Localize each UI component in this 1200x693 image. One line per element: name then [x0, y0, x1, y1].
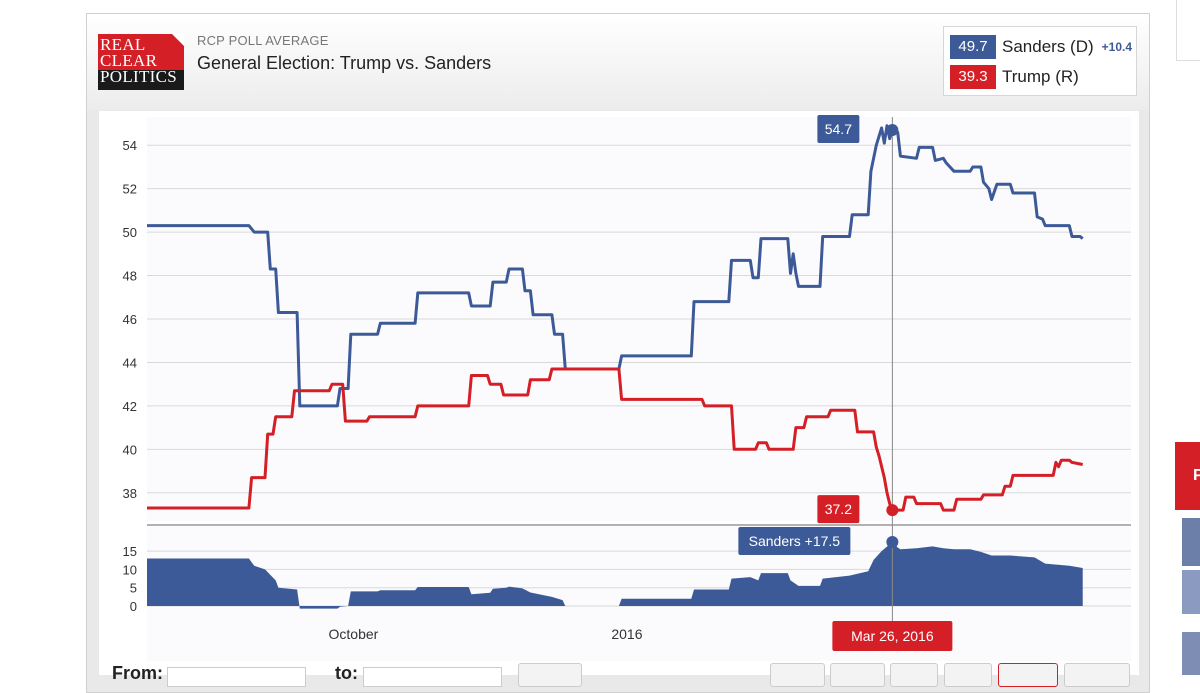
logo-fold-corner	[172, 34, 184, 46]
main-y-tick-label: 52	[123, 182, 137, 197]
x-axis-label: October	[329, 626, 379, 642]
x-axis-band	[147, 616, 1131, 661]
to-label: to:	[335, 663, 358, 683]
sidebar-thumbnail-3[interactable]	[1182, 632, 1200, 675]
legend-value-trump: 39.3	[950, 65, 996, 89]
hover-date-label-box	[832, 621, 953, 651]
range-button-1[interactable]	[770, 663, 825, 687]
hover-label-sanders: 54.7	[825, 121, 852, 137]
main-y-tick-label: 40	[123, 442, 137, 457]
trump-line	[147, 367, 1083, 512]
date-range-controls: From: to:	[87, 655, 1149, 687]
legend-name-sanders: Sanders (D)	[1002, 37, 1094, 56]
from-date-input[interactable]	[167, 667, 306, 687]
legend-name-trump: Trump (R)	[1002, 67, 1079, 86]
range-button-2[interactable]	[830, 663, 885, 687]
spread-y-tick-label: 15	[123, 544, 137, 559]
sidebar-thumbnail-2[interactable]	[1182, 570, 1200, 614]
poll-subtitle: RCP POLL AVERAGE	[197, 33, 329, 48]
main-y-tick-label: 42	[123, 399, 137, 414]
hover-label-spread: Sanders +17.5	[749, 533, 841, 549]
spread-y-tick-label: 5	[130, 581, 137, 596]
poll-title: General Election: Trump vs. Sanders	[197, 53, 492, 73]
hover-date-label: Mar 26, 2016	[851, 628, 934, 644]
spread-y-tick-label: 10	[123, 562, 137, 577]
hover-dot-trump	[886, 504, 899, 517]
range-button-max[interactable]	[998, 663, 1058, 687]
to-date-input[interactable]	[363, 667, 502, 687]
legend-value-sanders: 49.7	[950, 35, 996, 59]
main-y-tick-label: 48	[123, 269, 137, 284]
spread-y-tick-label: 0	[130, 599, 137, 614]
hover-label-trump: 37.2	[825, 501, 852, 517]
rcp-logo[interactable]: REAL CLEAR POLITICS	[98, 34, 184, 90]
from-label: From:	[112, 663, 163, 683]
hover-label-spread-box	[738, 527, 851, 555]
apply-button[interactable]	[518, 663, 582, 687]
hover-dot-sanders	[886, 124, 899, 137]
main-y-tick-label: 38	[123, 486, 137, 501]
reset-button[interactable]	[1064, 663, 1130, 687]
legend-row-sanders: 49.7 Sanders (D) +10.4	[950, 35, 1132, 59]
legend-box: 49.7 Sanders (D) +10.4 39.3 Trump (R)	[943, 26, 1137, 96]
sidebar-red-tab[interactable]: P	[1175, 442, 1200, 510]
main-y-tick-label: 50	[123, 225, 137, 240]
logo-red-band	[98, 34, 184, 70]
logo-text: REAL CLEAR POLITICS	[100, 35, 178, 86]
sidebar-edge	[1176, 0, 1200, 61]
range-button-3[interactable]	[890, 663, 938, 687]
sidebar-thumbnail-1[interactable]	[1182, 518, 1200, 566]
spread-area	[147, 542, 1083, 609]
sanders-line	[147, 124, 1084, 408]
poll-chart[interactable]: 38 40 42 44 46 48 50 52 54 0 5 10 15 October 2016 54.7 3…	[99, 111, 1139, 675]
hover-label-sanders-box	[817, 115, 860, 144]
range-button-4[interactable]	[944, 663, 992, 687]
hover-dot-spread	[886, 536, 899, 548]
main-y-tick-label: 46	[123, 312, 137, 327]
hover-label-trump-box	[817, 495, 860, 524]
legend-spread-sanders: +10.4	[1101, 40, 1133, 54]
x-axis-label: 2016	[611, 626, 642, 642]
main-y-tick-label: 54	[123, 138, 137, 153]
main-y-tick-label: 44	[123, 355, 137, 370]
legend-row-trump: 39.3 Trump (R)	[950, 65, 1079, 89]
chart-area[interactable]: 38 40 42 44 46 48 50 52 54 0 5 10 15 October 2016 54.7 3…	[99, 111, 1139, 675]
